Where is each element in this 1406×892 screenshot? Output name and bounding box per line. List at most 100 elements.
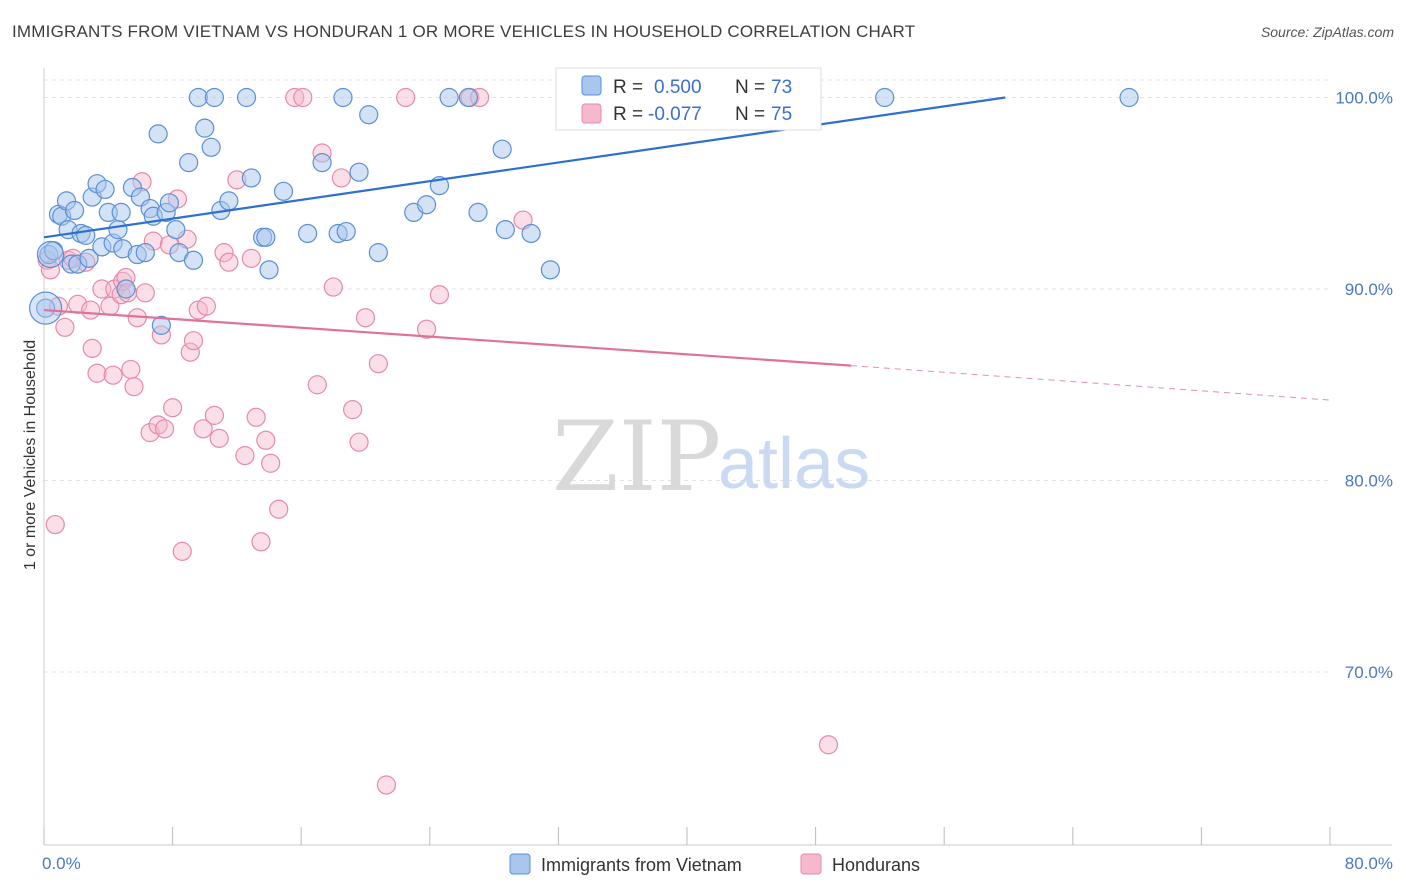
point-vietnam	[416, 195, 437, 215]
point-vietnam	[76, 225, 96, 245]
point-vietnam	[256, 227, 276, 247]
point-vietnam	[116, 279, 136, 299]
y-tick-label: 100.0%	[1335, 89, 1393, 108]
axes: 70.0% 80.0% 90.0% 100.0% 0.0% 80.0%	[42, 68, 1393, 873]
point-hondurans	[172, 541, 192, 561]
bottom-legend-swatch-hondurans	[800, 853, 822, 875]
point-hondurans	[209, 428, 229, 448]
point-vietnam	[875, 87, 895, 108]
point-hondurans	[154, 419, 175, 439]
point-vietnam	[236, 87, 257, 108]
grid	[44, 79, 1332, 673]
x-tick-label: 0.0%	[42, 854, 81, 873]
point-vietnam	[183, 250, 204, 270]
trend-line-hondurans	[43, 308, 852, 367]
point-hondurans	[818, 735, 839, 755]
point-hondurans	[251, 532, 271, 552]
series-hondurans	[37, 87, 839, 795]
point-vietnam	[349, 162, 369, 182]
point-hondurans	[163, 398, 183, 418]
point-vietnam	[108, 220, 128, 240]
point-vietnam	[166, 220, 186, 240]
point-vietnam	[540, 260, 560, 280]
trend-line-vietnam	[43, 96, 1006, 239]
point-vietnam	[201, 137, 221, 157]
point-vietnam	[29, 291, 63, 325]
point-hondurans	[323, 277, 343, 297]
bottom-legend-label-vietnam: Immigrants from Vietnam	[541, 855, 742, 875]
point-hondurans	[183, 331, 204, 351]
point-hondurans	[293, 87, 313, 108]
point-vietnam	[492, 139, 512, 159]
point-hondurans	[368, 354, 388, 374]
y-tick-label: 80.0%	[1345, 472, 1393, 491]
point-vietnam	[159, 193, 179, 213]
point-vietnam	[111, 202, 131, 222]
point-vietnam	[36, 240, 65, 269]
point-hondurans	[81, 300, 101, 320]
point-vietnam	[312, 153, 332, 173]
point-vietnam	[273, 181, 294, 201]
bottom-legend: Immigrants from Vietnam Hondurans	[509, 853, 920, 875]
legend-r-value-1: 0.500	[654, 77, 702, 98]
point-vietnam	[64, 200, 85, 221]
point-vietnam	[204, 87, 224, 108]
point-hondurans	[87, 363, 107, 383]
point-vietnam	[495, 220, 515, 240]
legend-n-label-2: N =	[735, 104, 765, 125]
legend-swatch-pink	[581, 103, 602, 124]
y-axis-label: 1 or more Vehicles in Household	[22, 340, 39, 570]
legend-r-value-2: -0.077	[648, 104, 702, 125]
point-hondurans	[82, 338, 102, 358]
x-tick-label: 80.0%	[1345, 854, 1393, 873]
source-label: Source: ZipAtlas.com	[1260, 24, 1394, 40]
point-hondurans	[416, 319, 437, 339]
point-hondurans	[307, 375, 327, 395]
point-vietnam	[468, 202, 488, 222]
point-hondurans	[256, 430, 276, 450]
point-hondurans	[103, 365, 123, 385]
point-hondurans	[343, 400, 363, 420]
legend-r-label-1: R =	[613, 77, 643, 98]
watermark: ZIP atlas	[552, 401, 870, 513]
point-vietnam	[259, 260, 279, 280]
point-hondurans	[261, 453, 281, 473]
point-vietnam	[95, 179, 115, 200]
point-hondurans	[396, 87, 416, 108]
point-vietnam	[298, 223, 318, 244]
point-vietnam	[521, 223, 541, 244]
chart-title: IMMIGRANTS FROM VIETNAM VS HONDURAN 1 OR…	[12, 22, 916, 41]
legend-n-value-2: 75	[771, 104, 792, 125]
legend-n-label-1: N =	[735, 77, 765, 98]
trend-line-hondurans-extrapolated	[850, 365, 1331, 401]
point-hondurans	[235, 446, 255, 466]
point-hondurans	[196, 296, 216, 316]
watermark-zip: ZIP	[552, 401, 721, 513]
point-vietnam	[36, 298, 56, 318]
point-vietnam	[458, 87, 478, 108]
point-hondurans	[204, 405, 224, 425]
trend-lines	[43, 96, 1331, 401]
point-vietnam	[219, 191, 239, 211]
point-hondurans	[219, 252, 239, 272]
point-vietnam	[79, 248, 99, 268]
point-hondurans	[124, 377, 144, 397]
point-hondurans	[246, 407, 266, 427]
point-vietnam	[188, 87, 208, 108]
point-vietnam	[359, 105, 379, 125]
point-hondurans	[193, 419, 213, 439]
bottom-legend-label-hondurans: Hondurans	[832, 855, 920, 875]
point-vietnam	[195, 118, 215, 138]
series-immigrants-from-vietnam	[29, 87, 1139, 335]
point-vietnam	[179, 153, 199, 173]
legend-swatch-blue	[581, 75, 602, 96]
point-hondurans	[269, 499, 289, 519]
point-hondurans	[180, 342, 200, 362]
point-vietnam	[439, 87, 459, 108]
y-axis-title: 1 or more Vehicles in Household	[22, 340, 39, 570]
point-hondurans	[429, 285, 450, 305]
bottom-legend-swatch-vietnam	[509, 853, 531, 875]
point-vietnam	[135, 243, 155, 263]
point-vietnam	[151, 315, 171, 335]
